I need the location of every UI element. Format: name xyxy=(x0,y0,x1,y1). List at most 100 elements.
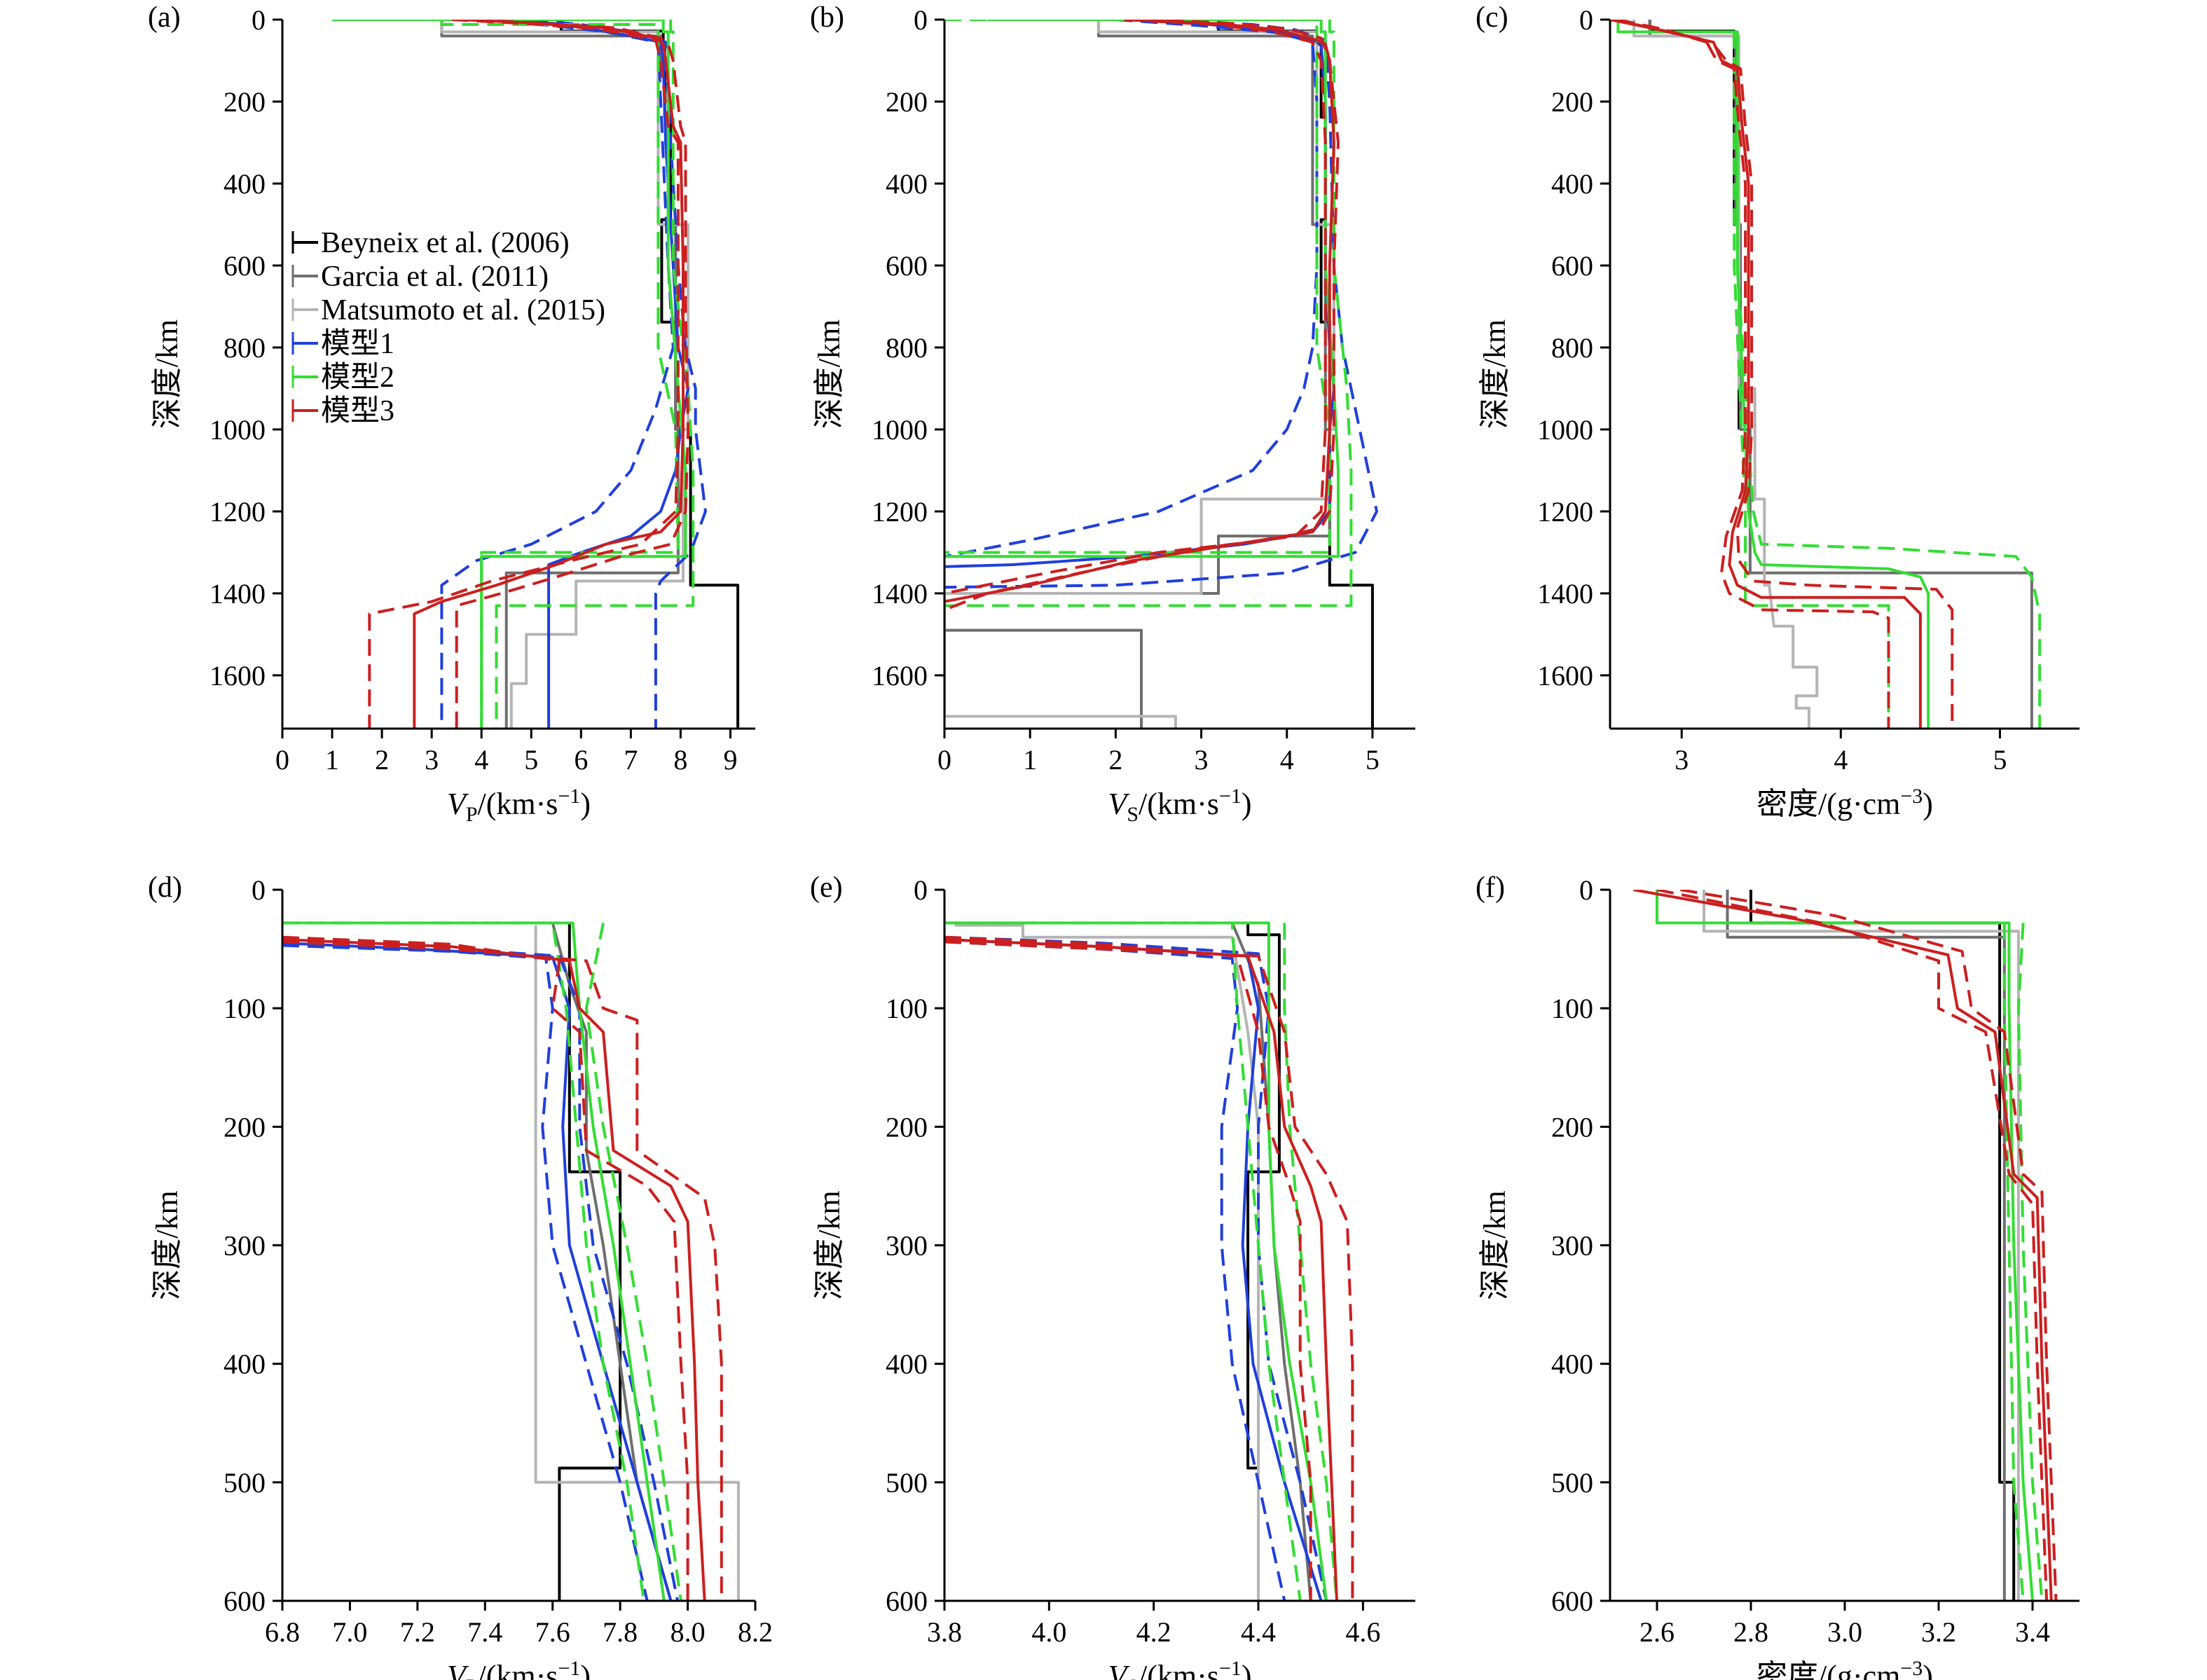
series-line-1 xyxy=(440,20,680,729)
x-tick-label: 7.0 xyxy=(332,1616,367,1648)
y-axis-label: 深度/km xyxy=(150,1190,184,1300)
y-tick-label: 600 xyxy=(224,250,266,282)
y-tick-label: 1000 xyxy=(872,414,928,446)
x-tick-label: 7.2 xyxy=(400,1616,435,1648)
x-tick-label: 0 xyxy=(275,744,289,776)
series-line-8 xyxy=(944,20,1353,607)
y-tick-label: 400 xyxy=(224,1349,266,1380)
series-line-4 xyxy=(944,20,1319,558)
x-axis-label: VS/(km·s−1) xyxy=(1108,785,1251,826)
y-tick-label: 200 xyxy=(1551,1111,1593,1143)
panel-label: (a) xyxy=(148,1,181,34)
series-line-2 xyxy=(1632,20,1819,729)
x-tick-label: 3 xyxy=(1675,744,1689,776)
y-tick-label: 1200 xyxy=(209,496,266,528)
y-tick-label: 0 xyxy=(914,4,928,36)
series-line-6 xyxy=(1633,890,2053,1601)
series-group xyxy=(944,921,1354,1601)
panel-2: 3 4 5 0 200 400 600 800 1000 1200 1400 1600 (c) 深度/km… xyxy=(1476,1,2079,821)
panel-label: (f) xyxy=(1476,872,1505,904)
series-line-0 xyxy=(559,20,740,729)
series-line-6 xyxy=(282,921,666,1601)
series-line-11 xyxy=(944,940,1354,1601)
series-line-11 xyxy=(944,20,1340,595)
series-line-2 xyxy=(944,20,1335,729)
x-tick-label: 4 xyxy=(1834,744,1848,776)
x-tick-label: 7.4 xyxy=(467,1616,502,1648)
x-tick-label: 4.0 xyxy=(1031,1616,1066,1648)
x-tick-label: 8.0 xyxy=(671,1616,706,1648)
y-tick-label: 600 xyxy=(224,1585,266,1617)
x-tick-label: 5 xyxy=(1993,744,2007,776)
series-group xyxy=(1610,20,2042,729)
x-tick-label: 3.2 xyxy=(1921,1616,1956,1648)
y-tick-label: 600 xyxy=(1551,250,1593,282)
series-line-2 xyxy=(954,923,1260,1601)
y-tick-label: 600 xyxy=(886,1585,928,1617)
y-tick-label: 300 xyxy=(1551,1230,1593,1262)
x-tick-label: 2 xyxy=(1108,744,1122,776)
x-tick-label: 5 xyxy=(524,744,538,776)
y-tick-label: 1200 xyxy=(872,496,928,528)
panel-5: 2.6 2.8 3.0 3.2 3.4 0 100 200 300 400 500 600 (f) 深度/… xyxy=(1476,872,2079,1680)
series-line-3 xyxy=(944,20,1335,568)
series-line-4 xyxy=(282,944,649,1601)
y-tick-label: 800 xyxy=(224,332,266,364)
y-axis-label: 深度/km xyxy=(812,319,846,429)
y-axis-label: 深度/km xyxy=(1478,1190,1512,1300)
y-tick-label: 400 xyxy=(224,168,266,200)
x-tick-label: 7 xyxy=(624,744,638,776)
series-group xyxy=(332,20,740,729)
legend-label: Beyneix et al. (2006) xyxy=(321,227,570,259)
y-tick-label: 1400 xyxy=(1537,578,1593,610)
series-line-3 xyxy=(944,938,1323,1601)
legend: Beyneix et al. (2006)Garcia et al. (2011… xyxy=(291,227,605,427)
x-tick-label: 6.8 xyxy=(265,1616,300,1648)
series-line-2 xyxy=(1703,890,2020,1601)
series-line-7 xyxy=(282,921,645,1601)
y-tick-label: 1600 xyxy=(872,660,928,691)
series-line-8 xyxy=(1680,890,2058,1601)
x-axis-label: VS/(km·s−1) xyxy=(1108,1657,1251,1680)
series-line-8 xyxy=(495,20,695,729)
series-line-7 xyxy=(1656,890,2049,1601)
series-line-1 xyxy=(1726,890,2006,1601)
legend-label: Garcia et al. (2011) xyxy=(321,261,549,293)
x-tick-label: 4.6 xyxy=(1345,1616,1380,1648)
panel-label: (e) xyxy=(810,872,843,904)
x-tick-label: 4 xyxy=(474,744,488,776)
y-tick-label: 800 xyxy=(886,332,928,364)
series-line-3 xyxy=(1656,890,2034,1601)
panel-3: 6.8 7.0 7.2 7.4 7.6 7.8 8.0 8.2 0 100 200 300 400 500… xyxy=(148,872,773,1680)
y-tick-label: 0 xyxy=(252,874,266,906)
y-tick-label: 1600 xyxy=(209,660,266,691)
y-tick-label: 1000 xyxy=(209,414,266,446)
y-tick-label: 100 xyxy=(1551,993,1593,1024)
panel-label: (c) xyxy=(1476,1,1508,34)
x-tick-label: 8 xyxy=(673,744,687,776)
series-line-0 xyxy=(1217,20,1374,729)
x-tick-label: 7.8 xyxy=(603,1616,638,1648)
series-line-4 xyxy=(440,20,675,729)
y-tick-label: 400 xyxy=(1551,1349,1593,1380)
series-line-3 xyxy=(282,942,673,1601)
series-line-5 xyxy=(2016,923,2044,1601)
series-line-1 xyxy=(1648,20,2033,729)
series-line-0 xyxy=(1246,923,1281,1601)
series-group xyxy=(944,20,1378,729)
series-line-1 xyxy=(944,20,1331,729)
y-tick-label: 500 xyxy=(224,1467,266,1499)
y-tick-label: 500 xyxy=(1551,1467,1593,1499)
series-line-5 xyxy=(1733,32,1890,729)
series-line-0 xyxy=(1648,20,1740,429)
panel-1: 0 1 2 3 4 5 0 200 400 600 800 1000 1200 1400 1600 (b) 深度… xyxy=(810,1,1415,826)
y-tick-label: 500 xyxy=(886,1467,928,1499)
y-tick-label: 100 xyxy=(224,993,266,1024)
panel-0: 0 1 2 3 4 5 6 7 8 9 0 200 400 600 800 1000 1200 1400 1600 (… xyxy=(148,1,755,826)
series-line-7 xyxy=(944,20,1331,554)
x-tick-label: 7.6 xyxy=(535,1616,570,1648)
x-tick-label: 3.4 xyxy=(2015,1616,2050,1648)
series-line-4 xyxy=(2002,923,2025,1601)
y-tick-label: 100 xyxy=(886,993,928,1024)
legend-label: 模型3 xyxy=(321,395,394,427)
